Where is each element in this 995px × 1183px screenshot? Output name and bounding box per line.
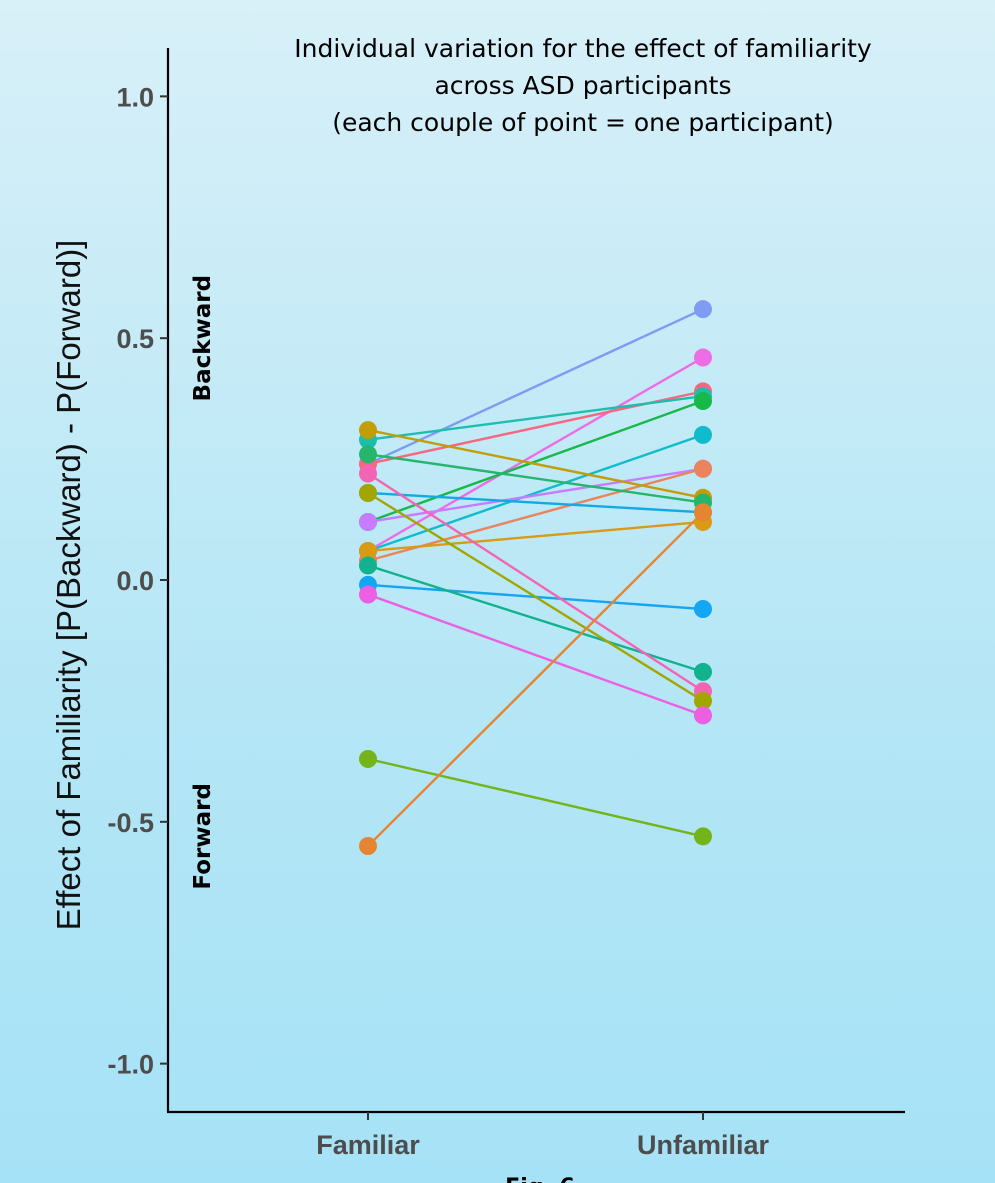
series-line (367, 308, 704, 466)
series-line (367, 395, 704, 441)
series-line (367, 467, 704, 524)
x-tick-label: Familiar (316, 1130, 420, 1160)
series-line (367, 472, 704, 693)
series-line (367, 491, 704, 702)
data-point (694, 600, 712, 619)
chart-title-line: Individual variation for the effect of f… (294, 34, 872, 63)
y-tick-label: 0.5 (116, 324, 154, 354)
series-line (367, 593, 704, 717)
data-point (359, 483, 377, 502)
x-tick-label: Unfamiliar (637, 1130, 770, 1160)
y-axis-label: Effect of Familiarity [P(Backward) - P(F… (50, 240, 87, 931)
y-tick-label: 0.0 (116, 566, 154, 596)
data-point (694, 459, 712, 478)
data-point (694, 425, 712, 444)
data-point (359, 585, 377, 604)
data-point (359, 512, 377, 531)
x-tick-labels: Familiar Unfamiliar (316, 1130, 769, 1160)
series-line (367, 399, 704, 524)
data-points (359, 300, 712, 855)
y-tick-labels: 1.0 0.5 0.0 -0.5 -1.0 (107, 82, 154, 1079)
y-tick-label: -1.0 (107, 1050, 154, 1080)
series-line (367, 428, 704, 499)
series-line (367, 453, 704, 504)
data-point (694, 300, 712, 319)
data-point (694, 503, 712, 522)
chart-title-line: across ASD participants (434, 71, 731, 100)
y-tick-label: 1.0 (116, 82, 154, 112)
series-line (367, 356, 704, 553)
annotation-backward: Backward (190, 275, 216, 402)
series-line (367, 491, 704, 514)
data-point (359, 837, 377, 855)
data-point (694, 827, 712, 846)
data-point (359, 421, 377, 440)
data-point (359, 556, 377, 575)
series-line (367, 433, 704, 553)
data-point (359, 464, 377, 483)
series-lines (367, 308, 704, 847)
series-line (367, 511, 704, 847)
data-point (359, 541, 377, 560)
series-line (367, 757, 704, 838)
y-tick-label: -0.5 (107, 808, 154, 838)
annotations: Backward Forward (190, 275, 216, 890)
axes (160, 48, 905, 1120)
annotation-forward: Forward (190, 783, 216, 890)
series-line (367, 520, 704, 553)
data-point (694, 348, 712, 367)
chart-title: Individual variation for the effect of f… (294, 34, 872, 137)
data-point (359, 749, 377, 768)
data-point (694, 662, 712, 681)
figure-caption: Fig. 6 (505, 1175, 575, 1183)
data-point (694, 706, 712, 725)
data-point (694, 691, 712, 710)
chart-title-line: (each couple of point = one participant) (332, 108, 834, 137)
data-point (359, 445, 377, 464)
data-point (694, 392, 712, 411)
